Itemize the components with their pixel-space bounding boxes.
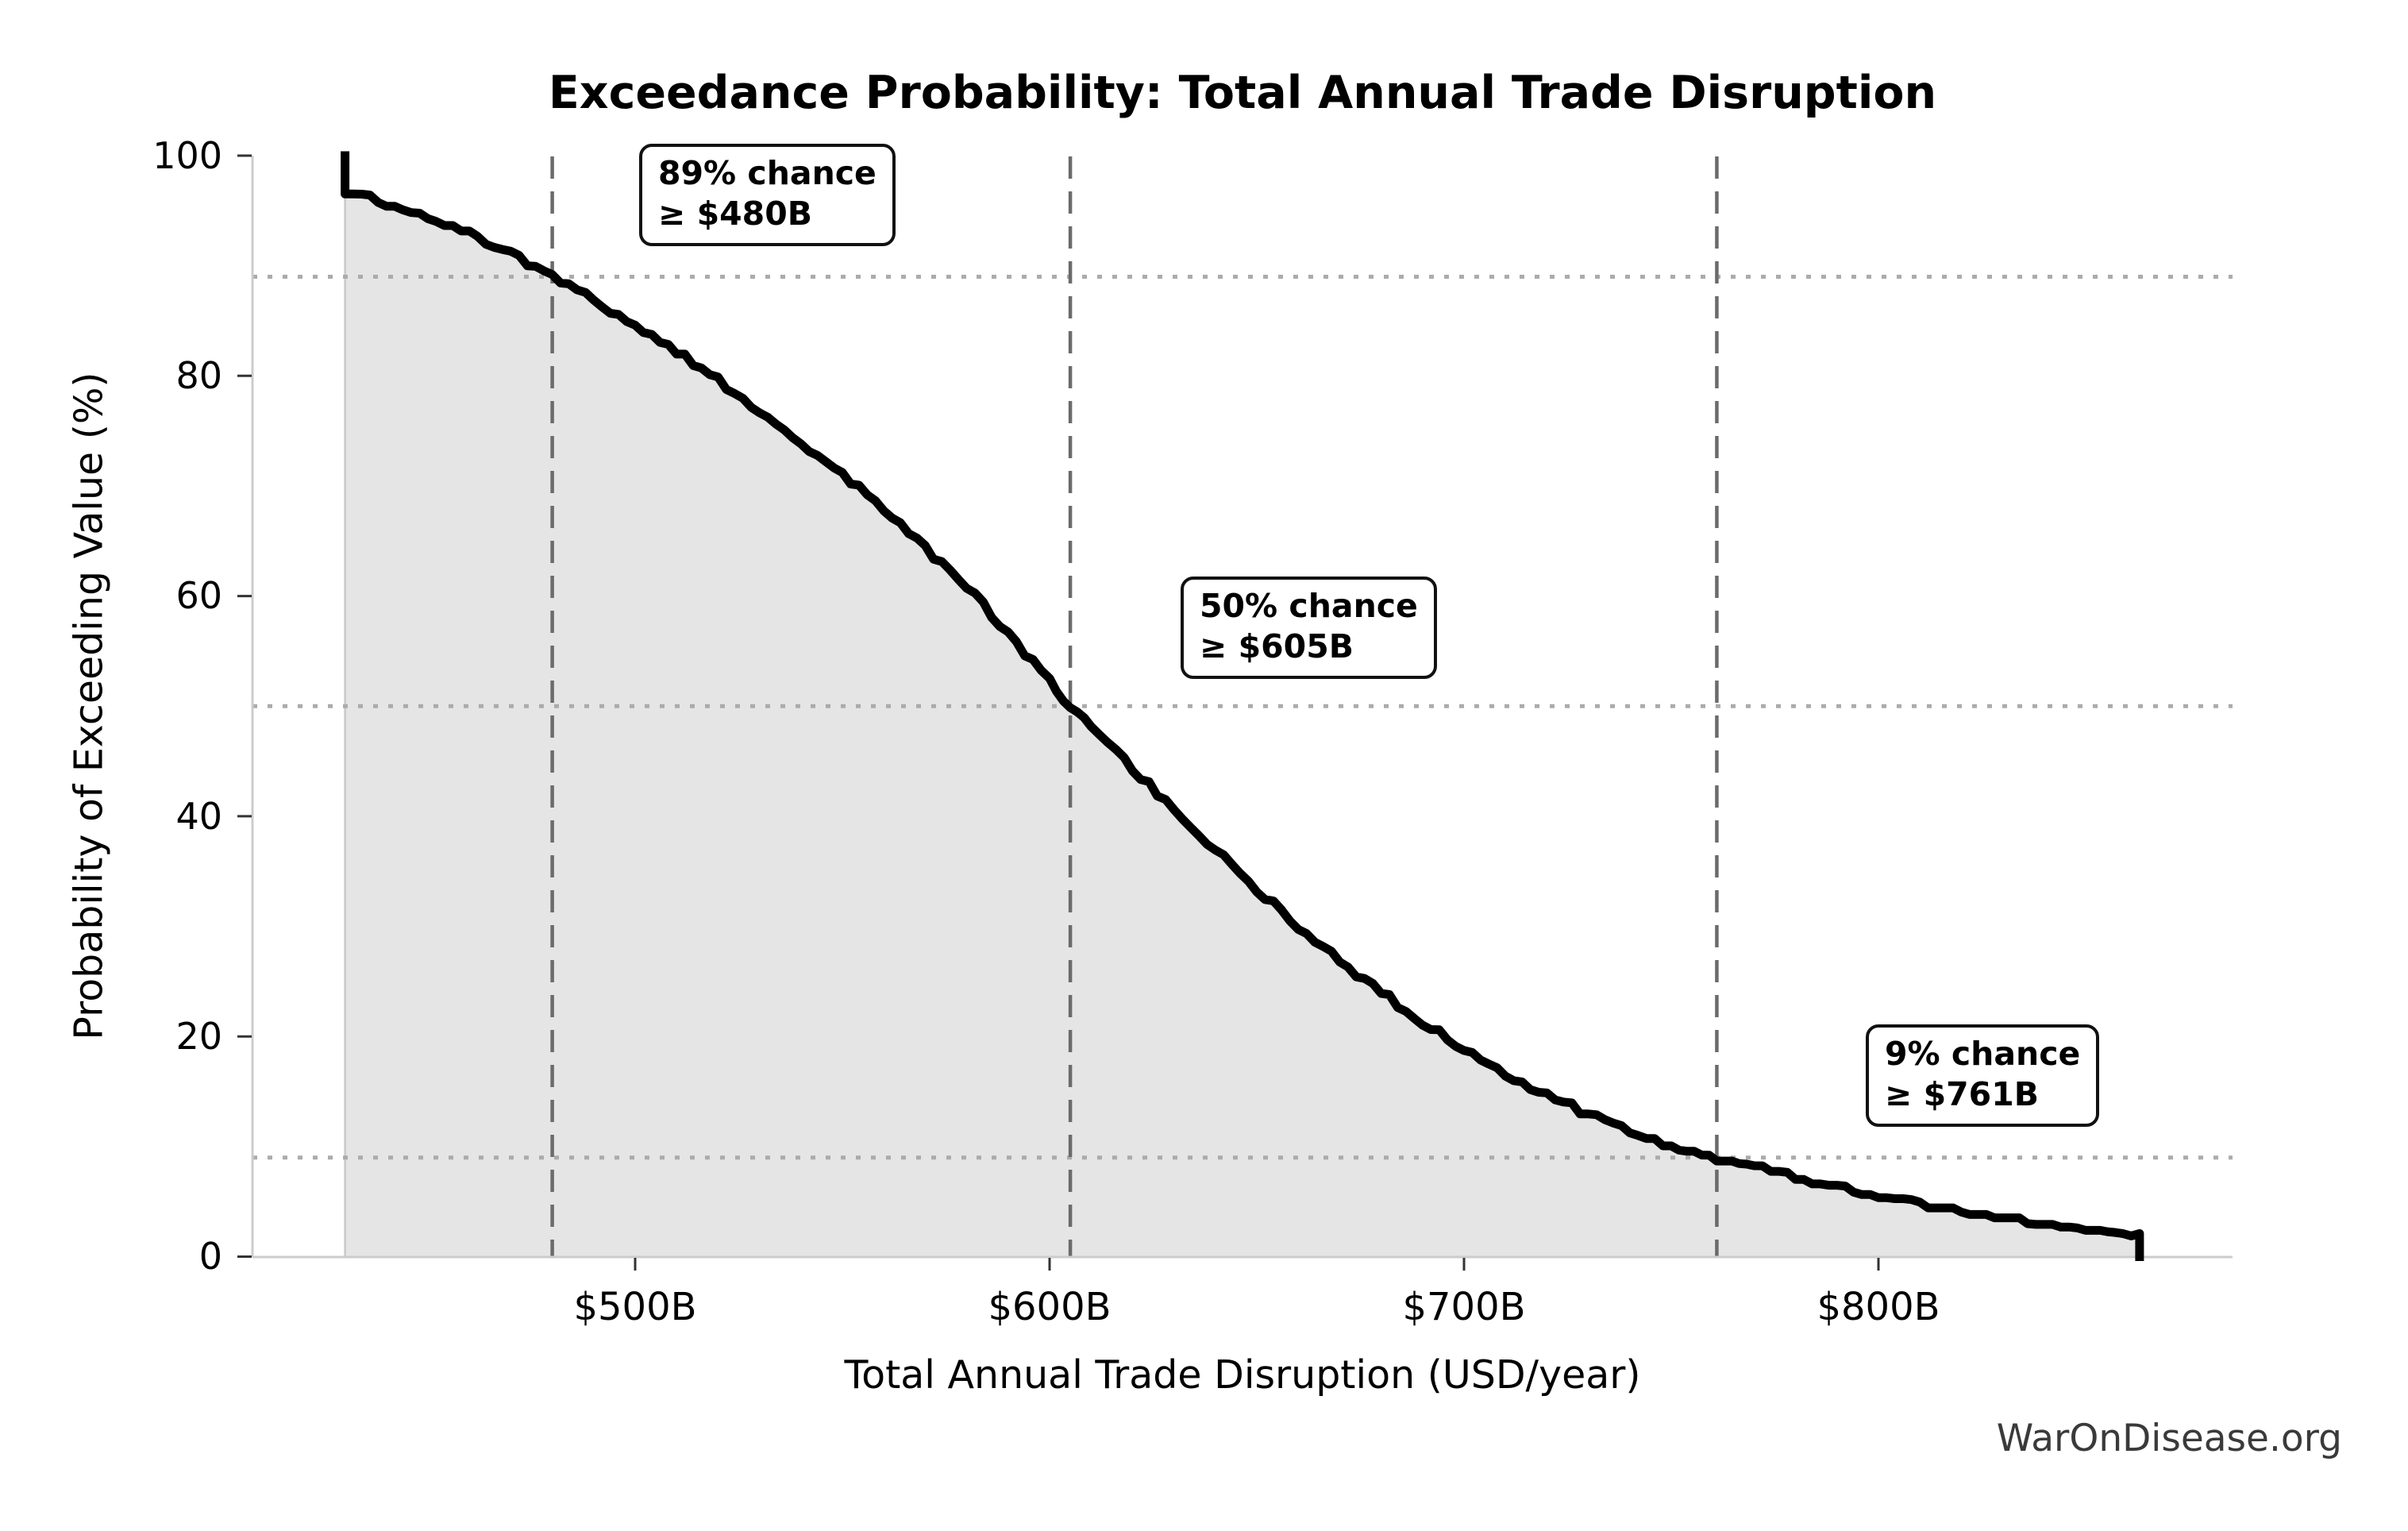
annotation-line1: 9% chance	[1885, 1035, 2081, 1073]
annotation-line1: 50% chance	[1200, 587, 1418, 625]
annotation-50pct-605b: 50% chance ≥ $605B	[1181, 577, 1437, 679]
y-axis-label: Probability of Exceeding Value (%)	[66, 372, 112, 1040]
y-tick-label-0: 0	[198, 1235, 222, 1278]
y-tick-label-100: 100	[152, 134, 222, 177]
chart-title: Exceedance Probability: Total Annual Tra…	[548, 67, 1937, 119]
x-tick-label-700b: $700B	[1402, 1285, 1526, 1329]
annotation-89pct-480b: 89% chance ≥ $480B	[639, 144, 896, 246]
y-tick-label-40: 40	[175, 795, 222, 838]
y-tick-label-80: 80	[175, 354, 222, 397]
x-tick-label-500b: $500B	[573, 1285, 697, 1329]
y-tick-label-60: 60	[175, 574, 222, 617]
area-fill	[345, 156, 2140, 1257]
annotation-line2: ≥ $605B	[1200, 627, 1354, 666]
annotation-9pct-761b: 9% chance ≥ $761B	[1866, 1024, 2100, 1127]
annotation-line2: ≥ $761B	[1885, 1075, 2039, 1114]
y-tick-label-20: 20	[175, 1015, 222, 1058]
annotation-line2: ≥ $480B	[658, 195, 812, 233]
watermark: WarOnDisease.org	[1996, 1417, 2342, 1460]
x-tick-label-600b: $600B	[988, 1285, 1112, 1329]
x-tick-label-800b: $800B	[1817, 1285, 1940, 1329]
exceedance-curve	[341, 151, 2144, 1261]
x-axis-label: Total Annual Trade Disruption (USD/year)	[844, 1352, 1641, 1398]
annotation-line1: 89% chance	[658, 154, 877, 192]
